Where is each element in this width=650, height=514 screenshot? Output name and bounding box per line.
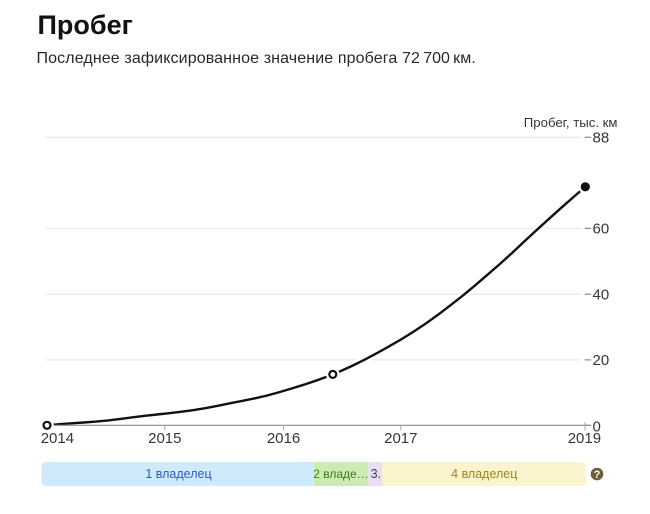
svg-text:Пробег, тыс. км: Пробег, тыс. км [524, 115, 618, 130]
svg-text:2017: 2017 [384, 430, 417, 447]
svg-text:2019: 2019 [568, 430, 601, 447]
svg-text:0: 0 [593, 418, 601, 435]
svg-text:2015: 2015 [148, 430, 181, 447]
svg-text:20: 20 [593, 352, 610, 369]
svg-text:60: 60 [593, 221, 610, 238]
svg-text:2016: 2016 [267, 430, 300, 447]
svg-text:40: 40 [593, 286, 610, 303]
svg-text:88: 88 [593, 130, 610, 147]
svg-text:3.: 3. [371, 467, 381, 481]
svg-text:2014: 2014 [41, 430, 74, 447]
svg-text:4 владелец: 4 владелец [451, 467, 517, 481]
svg-text:?: ? [594, 469, 601, 481]
svg-text:1 владелец: 1 владелец [145, 467, 211, 481]
svg-text:2 владе…: 2 владе… [313, 467, 368, 481]
